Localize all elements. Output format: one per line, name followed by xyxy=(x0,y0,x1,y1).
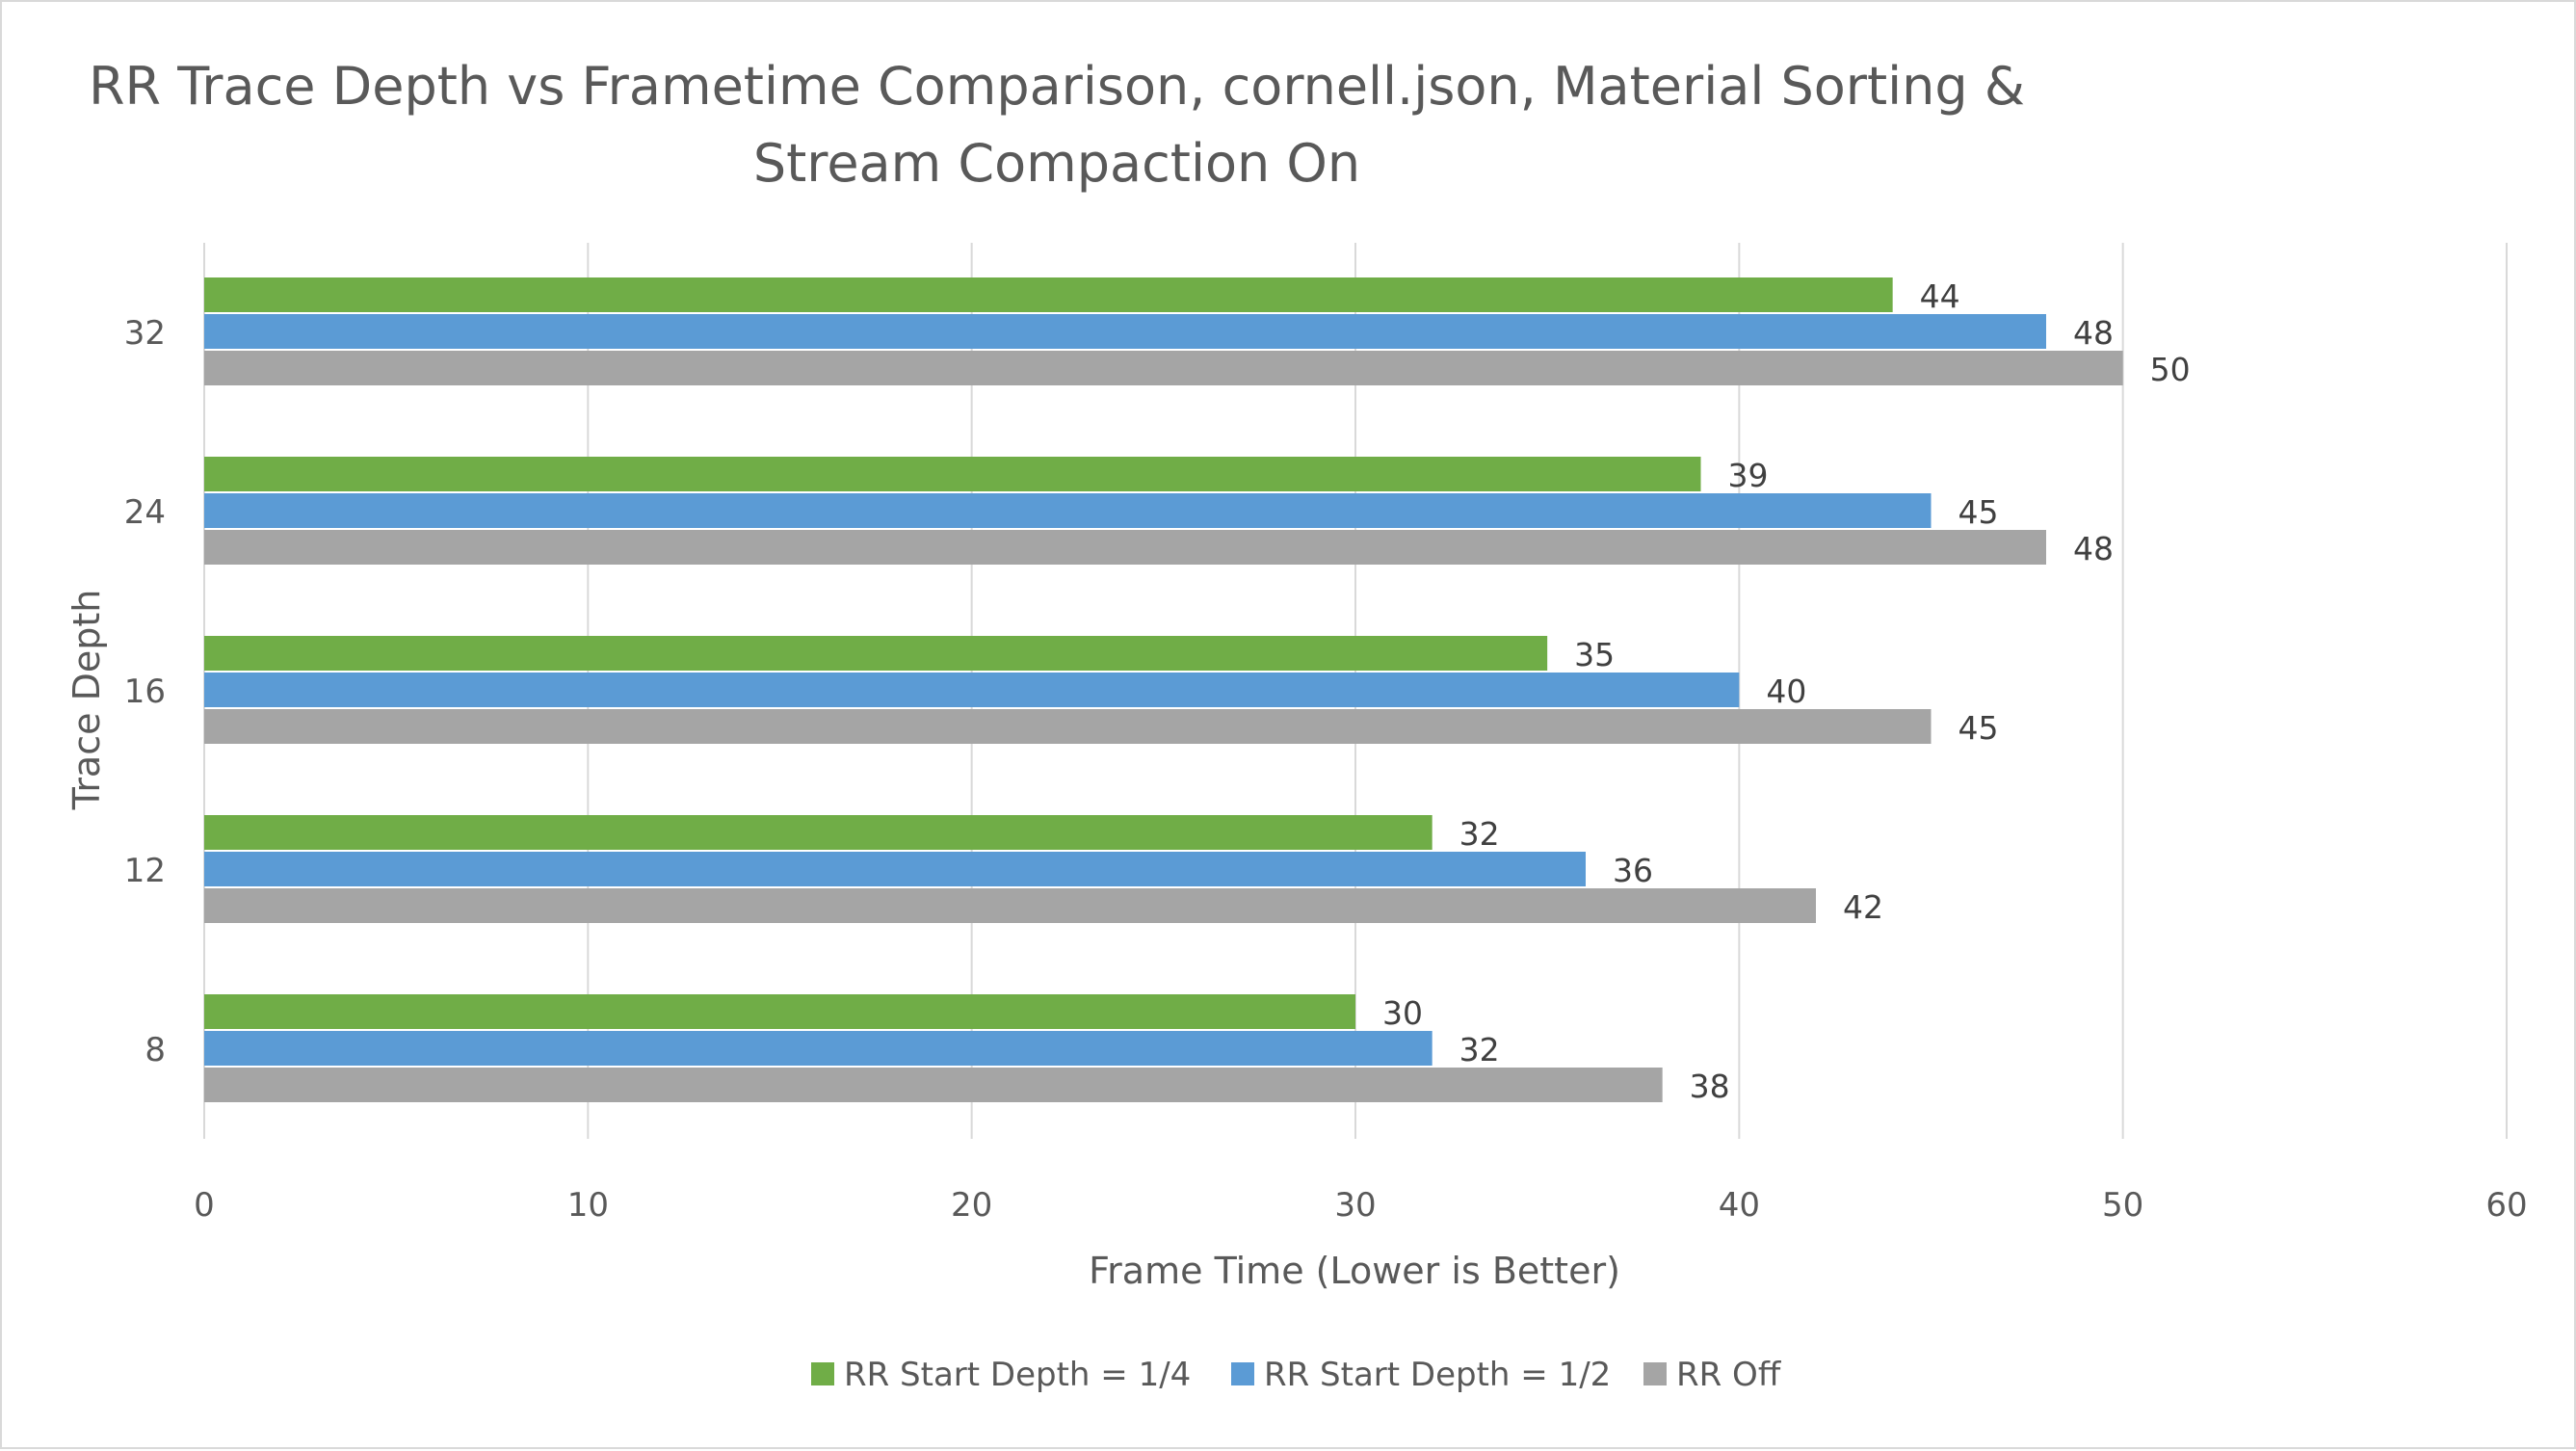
y-tick-label: 12 xyxy=(124,852,166,890)
legend-swatch xyxy=(1643,1362,1667,1385)
data-label: 30 xyxy=(1382,994,1423,1032)
y-tick-label: 24 xyxy=(124,493,166,532)
x-tick-label: 30 xyxy=(1334,1186,1376,1225)
data-label: 36 xyxy=(1613,852,1653,889)
legend-label: RR Start Depth = 1/4 xyxy=(844,1356,1191,1394)
x-axis-ticks: 0 10 20 30 40 50 60 xyxy=(194,1186,2527,1225)
legend: RR Start Depth = 1/4 RR Start Depth = 1/2… xyxy=(811,1356,1782,1394)
bar xyxy=(204,493,1932,528)
data-label: 35 xyxy=(1574,636,1615,673)
y-tick-label: 16 xyxy=(124,673,166,711)
data-label: 42 xyxy=(1843,888,1883,926)
x-tick-label: 50 xyxy=(2102,1186,2143,1225)
y-axis-title: Trace Depth xyxy=(66,590,108,811)
legend-swatch xyxy=(1231,1362,1254,1385)
bar xyxy=(204,1031,1433,1066)
x-tick-label: 0 xyxy=(194,1186,215,1225)
bar xyxy=(204,852,1586,886)
data-label: 45 xyxy=(1958,709,1999,747)
chart-title-line-1: RR Trace Depth vs Frametime Comparison, … xyxy=(89,56,2025,117)
chart-title: RR Trace Depth vs Frametime Comparison, … xyxy=(2,48,2112,202)
x-tick-label: 60 xyxy=(2485,1186,2527,1225)
data-label: 40 xyxy=(1766,673,1806,710)
legend-label: RR Off xyxy=(1676,1356,1782,1394)
bar xyxy=(204,457,1701,491)
bars xyxy=(204,277,2123,1102)
data-label: 39 xyxy=(1728,457,1769,494)
bar xyxy=(204,673,1740,707)
data-label: 50 xyxy=(2150,351,2191,388)
y-tick-label: 32 xyxy=(124,314,166,353)
bar xyxy=(204,530,2046,565)
x-tick-label: 40 xyxy=(1719,1186,1760,1225)
bar xyxy=(204,351,2123,385)
bar xyxy=(204,888,1816,923)
bar xyxy=(204,815,1433,850)
bar xyxy=(204,1068,1663,1102)
y-axis-ticks: 8 12 16 24 32 xyxy=(124,314,166,1069)
bar xyxy=(204,636,1548,671)
bar xyxy=(204,314,2046,349)
data-label: 32 xyxy=(1459,1031,1500,1068)
bar xyxy=(204,277,1893,312)
legend-label: RR Start Depth = 1/2 xyxy=(1264,1356,1611,1394)
bar xyxy=(204,709,1932,744)
x-tick-label: 10 xyxy=(567,1186,609,1225)
data-labels: 30 32 38 32 36 42 35 40 45 39 45 48 44 48 50 xyxy=(1382,277,2191,1105)
data-label: 38 xyxy=(1690,1068,1730,1105)
data-label: 48 xyxy=(2073,530,2114,567)
data-label: 48 xyxy=(2073,314,2114,352)
x-tick-label: 20 xyxy=(951,1186,992,1225)
data-label: 32 xyxy=(1459,815,1500,853)
bar xyxy=(204,994,1355,1029)
chart-title-line-2: Stream Compaction On xyxy=(752,133,1361,194)
y-tick-label: 8 xyxy=(145,1031,166,1069)
legend-swatch xyxy=(811,1362,834,1385)
x-axis-title: Frame Time (Lower is Better) xyxy=(1089,1250,1620,1292)
data-label: 45 xyxy=(1958,493,1999,531)
data-label: 44 xyxy=(1920,277,1960,315)
